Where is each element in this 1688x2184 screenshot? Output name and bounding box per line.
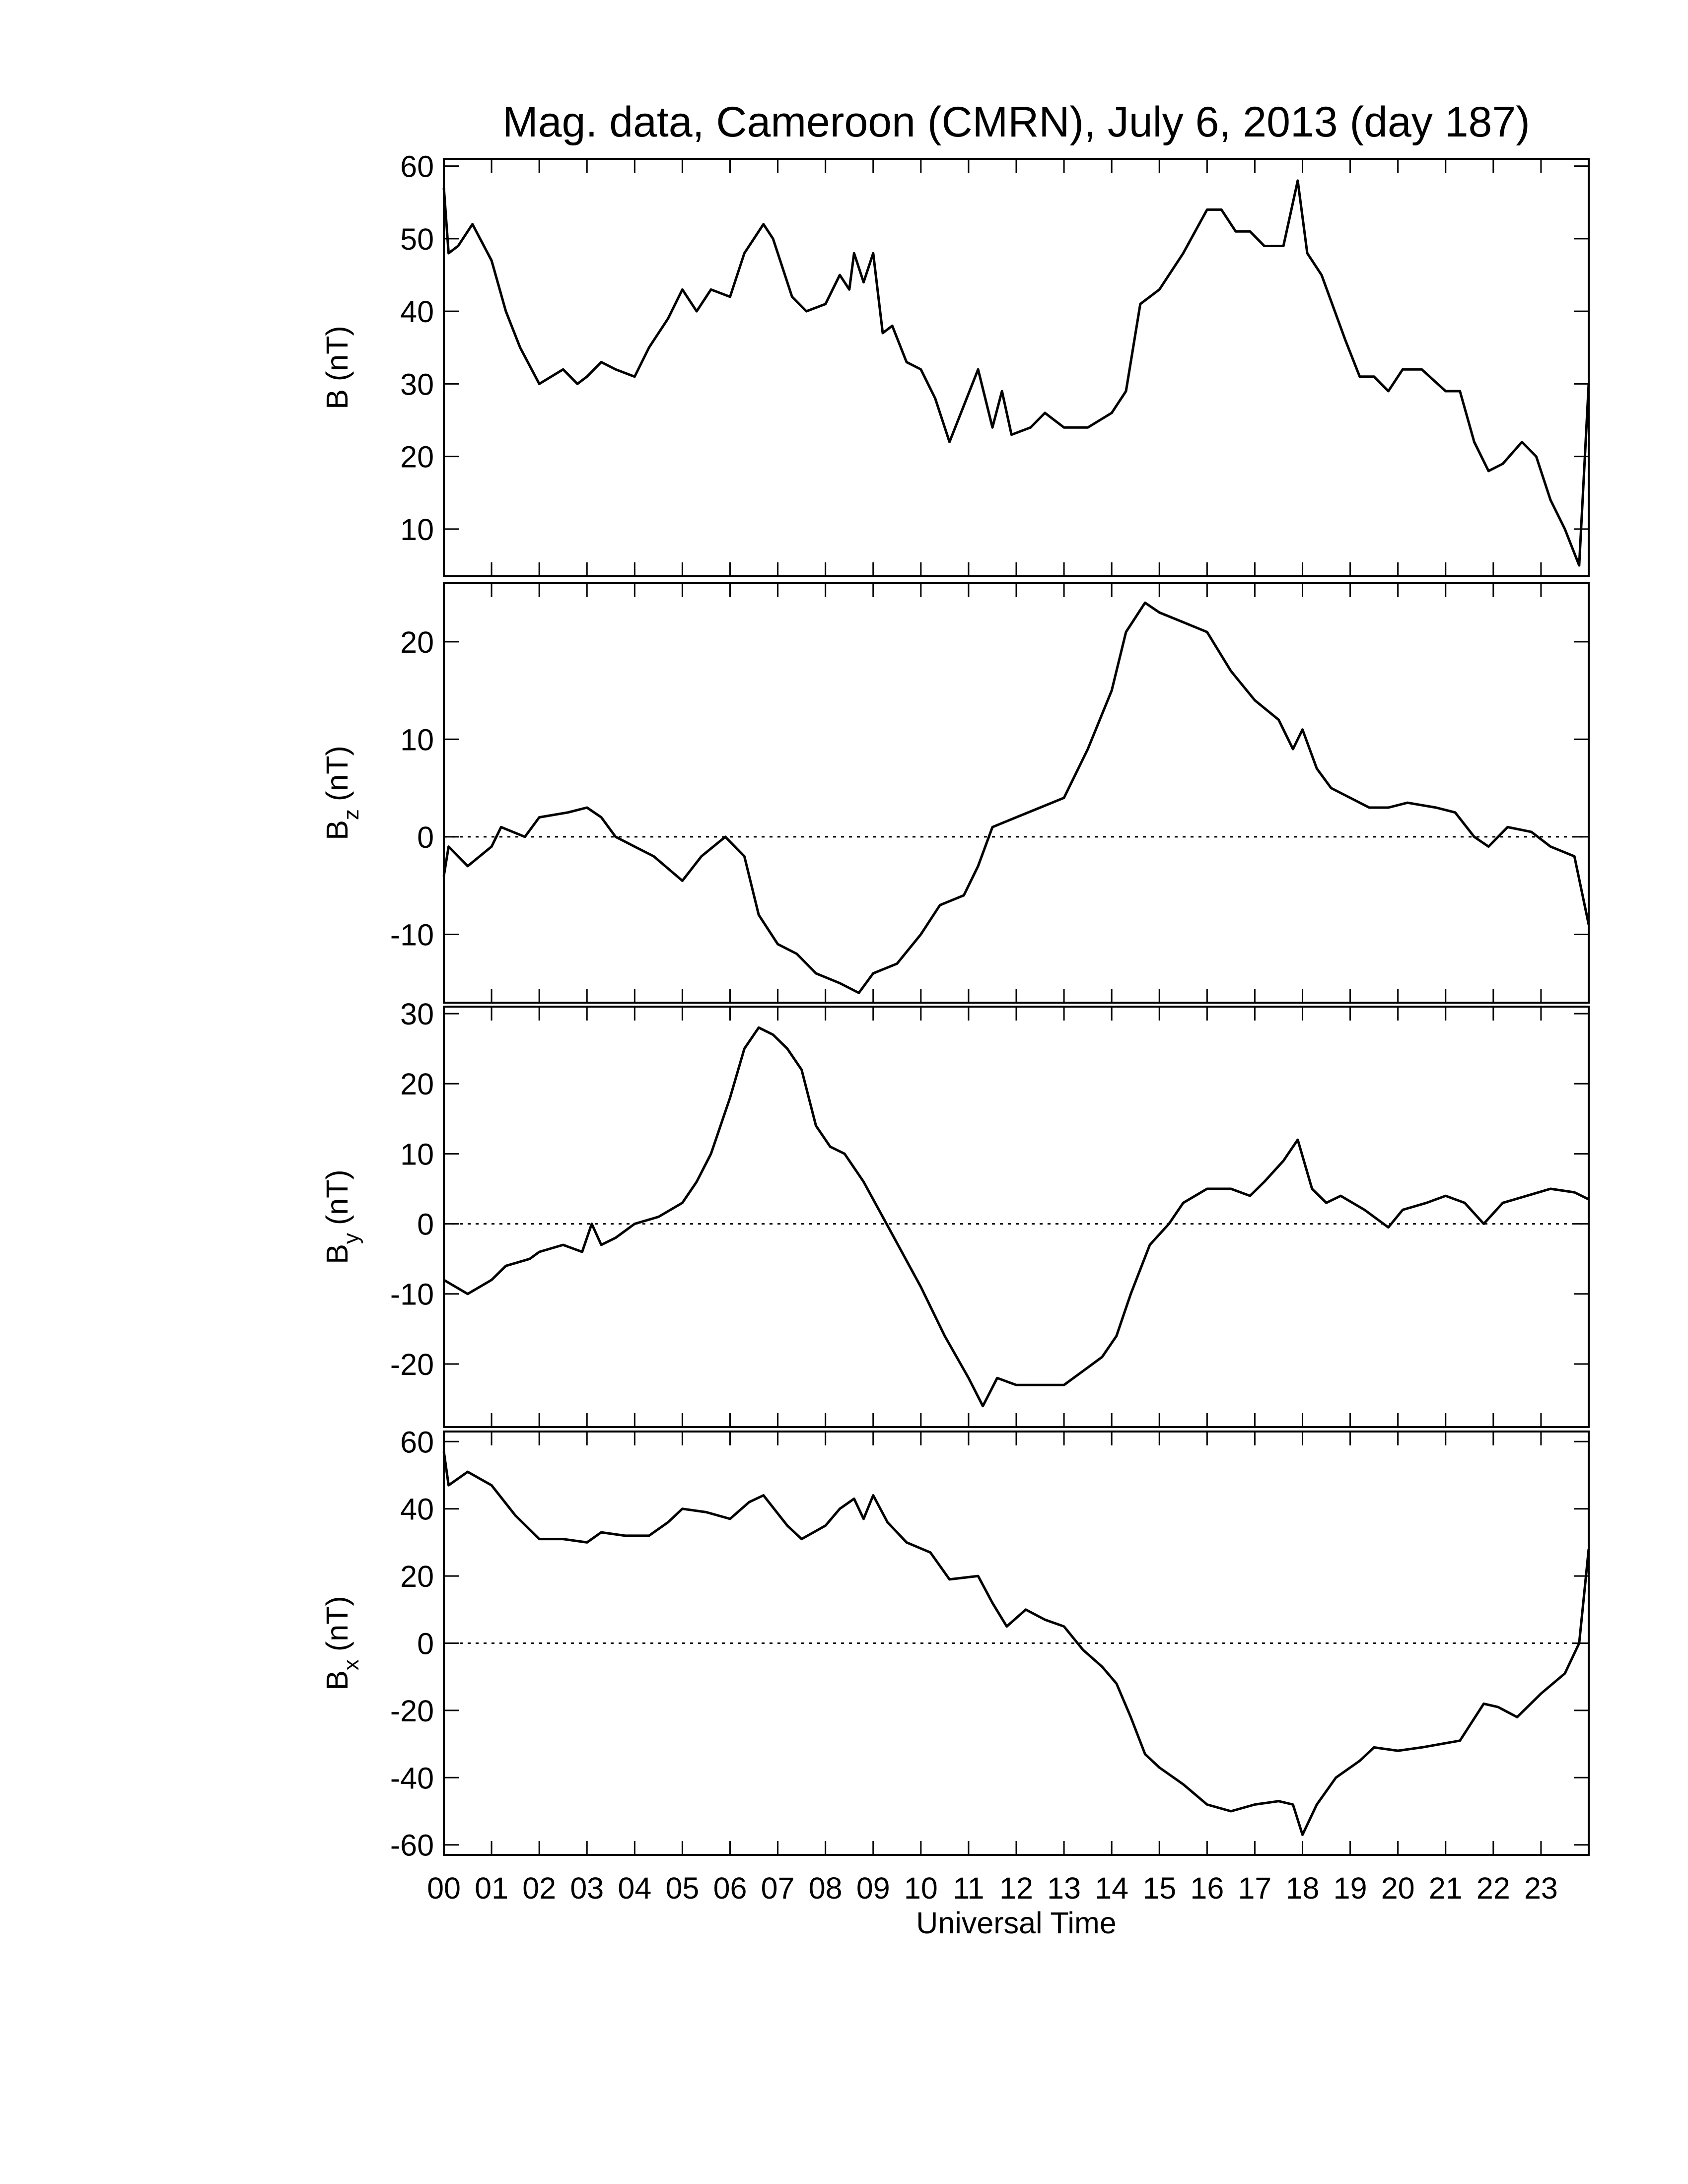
data-line [442,1451,1590,1836]
y-tick-label: -20 [390,1348,434,1381]
x-tick-label: 20 [1381,1871,1415,1905]
y-tick-label: 40 [400,295,434,329]
y-tick-label: 0 [417,820,434,854]
y-tick-label: 0 [417,1627,434,1660]
y-tick-label: -10 [390,918,434,952]
y-tick-label: 30 [400,367,434,401]
x-tick-label: 16 [1190,1871,1224,1905]
x-tick-label: 05 [665,1871,699,1905]
x-tick-label: 22 [1477,1871,1510,1905]
y-tick-label: -10 [390,1278,434,1311]
x-tick-label: 21 [1429,1871,1463,1905]
x-axis-label: Universal Time [916,1906,1116,1940]
data-line [443,1026,1590,1408]
y-tick-label: 0 [417,1208,434,1241]
x-tick-label: 12 [999,1871,1033,1905]
y-tick-label: 10 [400,1137,434,1171]
plot-frame [443,158,1590,577]
y-tick-label: 30 [400,997,434,1031]
y-label-subscript: x [339,1659,363,1670]
plot-frame [443,1006,1590,1428]
x-tick-label: 14 [1095,1871,1128,1905]
x-tick-label: 18 [1286,1871,1320,1905]
y-label-unit: (nT) [320,746,354,801]
y-label-unit: (nT) [320,326,354,381]
y-axis-label: Bz (nT) [320,746,363,840]
x-tick-label: 02 [522,1871,556,1905]
x-tick-label: 13 [1047,1871,1081,1905]
x-tick-label: 15 [1142,1871,1176,1905]
x-tick-label: 01 [475,1871,508,1905]
x-tick-label: 06 [713,1871,747,1905]
y-tick-label: 20 [400,1067,434,1101]
y-label-unit: (nT) [320,1596,354,1651]
x-tick-label: 08 [809,1871,843,1905]
y-tick-label: 10 [400,513,434,546]
data-line [442,601,1590,994]
x-tick-label: 11 [953,1871,984,1905]
x-tick-label: 00 [427,1871,461,1905]
y-tick-label: 40 [400,1493,434,1526]
y-label-symbol: B [320,389,354,410]
y-label-subscript: z [339,809,363,820]
y-axis-label: By (nT) [320,1169,363,1264]
x-tick-label: 09 [856,1871,890,1905]
plot-frame [443,582,1590,1004]
y-tick-label: -20 [390,1694,434,1728]
y-tick-label: 20 [400,1560,434,1593]
y-tick-label: -60 [390,1829,434,1862]
chart-title: Mag. data, Cameroon (CMRN), July 6, 2013… [502,98,1530,146]
data-line [442,179,1590,567]
x-tick-label: 10 [904,1871,938,1905]
x-tick-label: 07 [761,1871,795,1905]
y-tick-label: 60 [400,150,434,184]
x-tick-label: 03 [570,1871,604,1905]
plot-frame [443,1431,1590,1856]
y-axis-label: B (nT) [320,326,354,410]
x-tick-label: 19 [1334,1871,1367,1905]
x-tick-label: 23 [1524,1871,1558,1905]
x-tick-label: 04 [618,1871,651,1905]
y-tick-label: 50 [400,222,434,256]
y-label-symbol: B [320,1670,354,1691]
y-tick-label: 20 [400,440,434,474]
y-axis-label: Bx (nT) [320,1596,363,1691]
y-tick-label: 10 [400,723,434,756]
y-label-unit: (nT) [320,1169,354,1225]
y-tick-label: -40 [390,1761,434,1795]
y-tick-label: 20 [400,625,434,659]
y-label-symbol: B [320,820,354,840]
y-label-subscript: y [339,1233,363,1244]
y-tick-label: 60 [400,1425,434,1459]
x-tick-label: 17 [1238,1871,1271,1905]
y-label-symbol: B [320,1244,354,1264]
